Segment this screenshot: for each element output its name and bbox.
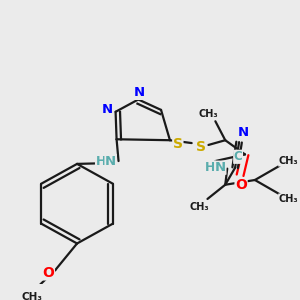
Text: O: O	[43, 266, 54, 280]
Text: N: N	[105, 154, 116, 168]
Text: N: N	[102, 103, 113, 116]
Text: CH₃: CH₃	[21, 292, 42, 300]
Text: H: H	[96, 154, 106, 168]
Text: O: O	[235, 178, 247, 192]
Text: CH₃: CH₃	[279, 156, 298, 166]
Text: CH₃: CH₃	[190, 202, 209, 212]
Text: N: N	[134, 86, 145, 99]
Text: N: N	[238, 126, 249, 139]
Text: S: S	[173, 137, 183, 151]
Text: CH₃: CH₃	[279, 194, 298, 204]
Text: CH₃: CH₃	[199, 109, 218, 119]
Text: C: C	[234, 150, 242, 163]
Text: H: H	[205, 161, 216, 174]
Text: N: N	[215, 161, 226, 174]
Text: S: S	[196, 140, 206, 154]
